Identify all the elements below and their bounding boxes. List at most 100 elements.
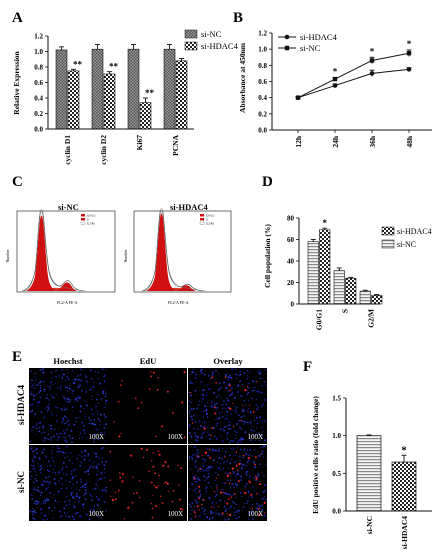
panel-e-tile-si-nc-hoechst-cell xyxy=(72,462,74,464)
panel-e-tile-si-hdac4-hoechst-cell xyxy=(38,391,40,393)
panel-e-tile-si-hdac4-hoechst-cell xyxy=(42,427,44,429)
panel-e-tile-si-nc-overlay-cell xyxy=(236,512,238,514)
panel-e-tile-si-nc-overlay-cell xyxy=(223,518,226,521)
panel-e-tile-si-nc-overlay-cell xyxy=(234,452,236,454)
panel-e-tile-si-nc-overlay-cell xyxy=(205,493,207,495)
panel-e-tile-si-hdac4-overlay-cell xyxy=(191,418,194,421)
panel-e-tile-si-nc-overlay-cell xyxy=(202,470,205,472)
panel-b-ytick-label-0-4: 0.4 xyxy=(258,94,267,102)
panel-e-tile-si-hdac4-overlay-cell xyxy=(252,386,255,389)
panel-e-tile-si-hdac4-hoechst-cell xyxy=(36,423,38,425)
panel-d-bar-si-hdac4-s xyxy=(345,277,357,305)
panel-c-outline-right xyxy=(141,209,203,292)
panel-e-tile-si-hdac4-hoechst-cell xyxy=(56,415,58,417)
panel-e-tile-si-nc-edu-edu-cell xyxy=(138,479,141,482)
panel-e-tile-si-nc-hoechst-cell xyxy=(42,519,45,521)
panel-e-tile-si-nc-overlay-cell xyxy=(244,485,247,488)
panel-e-tile-si-nc-hoechst-cell xyxy=(33,455,36,458)
panel-e-tile-si-nc-overlay-edu-cell xyxy=(231,467,234,470)
panel-e-tile-si-hdac4-overlay-cell xyxy=(196,436,199,439)
panel-e-tile-si-nc-overlay-edu-cell xyxy=(198,497,201,500)
panel-b-ytick-label-0-8: 0.8 xyxy=(258,62,267,70)
panel-e-tile-si-nc-overlay-cell xyxy=(199,495,202,498)
panel-e-tile-si-nc-overlay-edu-cell xyxy=(202,499,205,502)
panel-e-tile-si-nc-overlay-cell xyxy=(203,462,205,464)
panel-e-tile-si-nc-hoechst-cell xyxy=(87,453,90,455)
panel-e-tile-si-hdac4-hoechst-cell xyxy=(68,398,71,401)
panel-e-tile-si-nc-overlay-cell xyxy=(239,491,242,494)
panel-e-tile-si-hdac4-edu-edu-cell xyxy=(113,421,115,423)
panel-e-tile-si-hdac4-hoechst-cell xyxy=(30,386,32,388)
panel-e-tile-si-hdac4-hoechst-cell xyxy=(83,369,85,371)
panel-e-tile-si-hdac4-overlay-cell xyxy=(197,428,199,431)
panel-e-tile-si-nc-overlay-cell xyxy=(199,515,201,517)
panel-e-tile-si-hdac4-hoechst-cell xyxy=(62,420,64,422)
panel-d-bar-si-hdac4-g2-m xyxy=(371,295,383,305)
panel-e-tile-si-nc-overlay-cell xyxy=(214,449,217,452)
panel-e-tile-si-hdac4-overlay-cell xyxy=(193,427,196,430)
panel-e-tile-si-hdac4-hoechst-cell xyxy=(51,414,54,416)
panel-e-tile-si-hdac4-hoechst-cell xyxy=(46,394,48,396)
panel-e-tile-si-hdac4-hoechst-cell xyxy=(85,392,87,394)
panel-e-tile-si-nc-overlay-cell xyxy=(264,489,267,492)
panel-e-tile-si-hdac4-overlay-cell xyxy=(198,421,200,423)
panel-e-tile-si-nc-overlay-edu-cell xyxy=(193,477,196,480)
panel-e-tile-si-hdac4-overlay-cell xyxy=(261,435,263,437)
panel-e-tile-si-nc-overlay-cell xyxy=(261,504,264,507)
panel-e-tile-si-hdac4-hoechst-cell xyxy=(31,429,33,432)
panel-e-tile-si-nc-hoechst-cell xyxy=(60,451,61,453)
panel-e-tile-si-nc-hoechst-cell xyxy=(84,449,87,452)
panel-e-tile-si-hdac4-hoechst-cell xyxy=(93,423,96,426)
panel-e-tile-si-nc-hoechst-cell xyxy=(48,470,51,472)
panel-a-bar-si-nc-ki67 xyxy=(127,48,140,130)
panel-e-tile-si-hdac4-overlay-cell xyxy=(226,431,229,434)
panel-e-tile-si-hdac4-overlay-cell xyxy=(227,378,229,381)
panel-e-tile-si-nc-overlay-cell xyxy=(247,518,250,520)
panel-e-tile-si-hdac4-overlay-cell xyxy=(215,424,218,427)
panel-e-tile-si-nc-hoechst-cell xyxy=(30,494,33,496)
panel-e-tile-si-nc-overlay-cell xyxy=(222,488,224,491)
panel-e-tile-si-nc-overlay-cell xyxy=(207,482,210,484)
panel-e-tile-si-nc-overlay-cell xyxy=(196,509,198,511)
panel-a-bar-si-hdac4-cyclin-d1 xyxy=(67,70,80,130)
panel-e-tile-si-hdac4-hoechst-cell xyxy=(91,378,93,380)
panel-e-tile-si-nc-edu-edu-cell xyxy=(171,500,174,503)
panel-e-tile-si-hdac4-hoechst-cell xyxy=(57,386,59,389)
panel-e-tile-si-hdac4-overlay-cell xyxy=(225,403,228,406)
panel-e-tile-si-nc-overlay-cell xyxy=(239,455,241,458)
panel-e-tile-si-nc-overlay-cell xyxy=(193,509,195,512)
panel-e-tile-si-hdac4-hoechst-cell xyxy=(64,408,67,411)
panel-e-tile-si-nc-hoechst-cell xyxy=(65,479,67,482)
panel-e-tile-si-nc-overlay-cell xyxy=(197,452,200,454)
panel-e-tile-si-hdac4-overlay-edu-cell xyxy=(211,376,214,379)
panel-e-tile-si-hdac4-hoechst-cell xyxy=(99,424,101,426)
panel-e-tile-si-nc-overlay-cell xyxy=(223,461,226,464)
panel-e-tile-si-nc-hoechst-cell xyxy=(74,512,77,515)
panel-e-tile-si-nc-edu-edu-cell xyxy=(167,490,170,492)
panel-e-row-label-si-nc: si-NC xyxy=(16,471,26,493)
panel-e-tile-si-hdac4-hoechst-cell xyxy=(46,405,49,408)
panel-e-tile-si-nc-hoechst-cell xyxy=(84,470,87,473)
panel-e-tile-si-nc-hoechst-cell xyxy=(97,498,100,501)
panel-e-tile-si-nc-overlay-cell xyxy=(246,461,249,464)
panel-e-tile-si-hdac4-hoechst-cell xyxy=(67,390,69,392)
panel-e-tile-si-nc-hoechst-cell xyxy=(65,515,67,517)
panel-b-ytick-label-0-6: 0.6 xyxy=(258,78,267,86)
panel-c-legend-left: G0/G1 S G2/M xyxy=(80,214,96,226)
panel-b-point-si-hdac4-48h xyxy=(406,67,412,72)
panel-e-tile-si-hdac4-hoechst-cell xyxy=(50,436,53,439)
panel-e-tile-si-nc-hoechst-cell xyxy=(105,490,107,492)
panel-e-tile-si-hdac4-hoechst-cell xyxy=(35,376,37,378)
panel-e-tile-si-nc-overlay-cell xyxy=(188,503,191,506)
panel-e-tile-si-hdac4-hoechst-cell xyxy=(97,438,99,440)
panel-e-tile-si-hdac4-overlay-cell xyxy=(249,372,251,374)
panel-e-tile-si-nc-edu-edu-cell xyxy=(132,492,135,495)
panel-e-tile-si-hdac4-overlay-cell xyxy=(243,423,245,425)
panel-e-tile-si-hdac4-overlay-cell xyxy=(228,375,231,377)
panel-e-tile-si-nc-overlay-cell xyxy=(212,474,214,476)
panel-e-tile-si-hdac4-overlay-cell xyxy=(243,415,245,417)
panel-e-tile-si-nc-hoechst-cell xyxy=(70,492,73,495)
panel-e-tile-si-nc-hoechst-cell xyxy=(63,507,66,510)
panel-e-tile-si-nc-edu-edu-cell xyxy=(135,491,139,495)
